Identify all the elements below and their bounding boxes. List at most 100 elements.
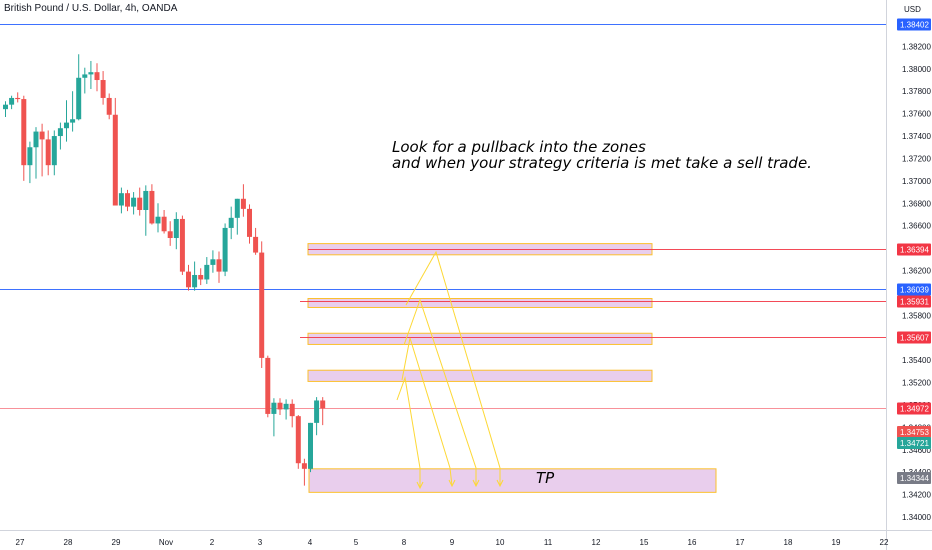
x-tick-label: 11 xyxy=(544,538,553,547)
y-tick-label: 1.35400 xyxy=(902,356,931,365)
candle-body xyxy=(228,217,234,228)
x-tick-label: 19 xyxy=(832,538,841,547)
candle xyxy=(82,67,88,94)
zones xyxy=(307,243,717,493)
candle xyxy=(118,187,124,214)
price-badge xyxy=(897,472,931,484)
x-tick-label: 10 xyxy=(496,538,505,547)
candle xyxy=(100,71,106,105)
candle-body xyxy=(155,216,161,224)
candle xyxy=(21,95,27,181)
candle-body xyxy=(118,193,124,206)
arrow-drawings xyxy=(396,250,504,490)
candle xyxy=(198,268,204,286)
x-tick-label: 16 xyxy=(688,538,697,547)
arrow-path xyxy=(401,337,453,487)
price-badge-label: 1.34972 xyxy=(900,405,929,414)
candle-body xyxy=(9,97,15,105)
candle xyxy=(3,101,8,117)
arrow-head xyxy=(448,479,456,488)
y-tick-label: 1.36800 xyxy=(902,199,931,208)
candle-body xyxy=(70,119,76,123)
candle-body xyxy=(112,114,118,206)
candle-body xyxy=(33,131,39,148)
candle-body xyxy=(204,264,210,280)
candle-body xyxy=(277,402,283,410)
y-tick-label: 1.37000 xyxy=(902,177,931,186)
candle-body xyxy=(51,136,57,166)
x-tick-label: 27 xyxy=(16,538,25,547)
candles xyxy=(3,54,326,486)
candle-body xyxy=(186,271,191,288)
candle xyxy=(283,399,289,420)
candle-body xyxy=(27,147,33,166)
candle-body xyxy=(94,72,100,81)
candle xyxy=(51,130,57,176)
candle xyxy=(131,192,137,215)
x-tick-label: 12 xyxy=(592,538,601,547)
candle xyxy=(149,184,155,225)
candle xyxy=(301,458,307,486)
price-badge-label: 1.36394 xyxy=(900,246,929,255)
candle-body xyxy=(64,122,69,129)
zone-rect xyxy=(308,468,717,493)
y-tick-label: 1.35800 xyxy=(902,311,931,320)
x-tick-label: 5 xyxy=(354,538,359,547)
x-tick-label: 18 xyxy=(784,538,793,547)
price-badge xyxy=(897,295,931,308)
candle xyxy=(64,100,69,142)
y-tick-label: 1.34600 xyxy=(902,446,931,455)
zone-rect xyxy=(307,332,653,345)
x-tick-label: 9 xyxy=(450,538,455,547)
candle xyxy=(295,415,301,469)
candle-body xyxy=(301,463,307,469)
candle-body xyxy=(198,274,204,280)
candle xyxy=(210,250,216,273)
candle xyxy=(240,184,246,217)
candle xyxy=(247,204,252,244)
arrow-path xyxy=(405,250,501,486)
zone-rect xyxy=(307,298,653,308)
price-badge xyxy=(897,402,931,415)
candle-body xyxy=(240,198,246,209)
x-tick-label: Nov xyxy=(159,538,173,547)
candle xyxy=(155,203,161,233)
price-badges: 1.38402 1.36394 1.36039 1.35931 1.35607 1.349… xyxy=(897,18,931,484)
currency-label: USD xyxy=(904,5,921,14)
y-tick-label: 1.35200 xyxy=(902,379,931,388)
price-badge xyxy=(897,18,931,31)
candle-body xyxy=(137,197,143,210)
y-tick-label: 1.38000 xyxy=(902,65,931,74)
candle xyxy=(106,93,112,120)
candle xyxy=(15,92,21,103)
candle-body xyxy=(82,74,88,78)
x-tick-label: 28 xyxy=(64,538,73,547)
x-tick-label: 4 xyxy=(308,538,313,547)
candle-body xyxy=(15,97,21,100)
candle-body xyxy=(253,236,259,253)
candle xyxy=(308,422,313,473)
candle xyxy=(39,123,45,177)
price-badge-label: 1.34721 xyxy=(900,439,929,448)
candle-body xyxy=(222,227,228,272)
candle xyxy=(289,399,295,428)
candle-body xyxy=(320,400,326,409)
price-badge-label: 1.35931 xyxy=(900,298,929,307)
candle-body xyxy=(265,357,271,414)
price-badge xyxy=(897,243,931,256)
candle-body xyxy=(271,402,277,414)
candle xyxy=(179,215,185,275)
candle xyxy=(259,241,265,368)
y-tick-label: 1.37600 xyxy=(902,110,931,119)
candle-body xyxy=(216,259,222,272)
y-tick-label: 1.34200 xyxy=(902,491,931,500)
candle xyxy=(9,95,15,110)
candle-body xyxy=(173,218,179,239)
candle-body xyxy=(3,104,8,110)
price-badge xyxy=(897,331,931,344)
candle-body xyxy=(210,259,216,265)
y-tick-label: 1.34000 xyxy=(902,513,931,522)
annotation-line-1: Look for a pullback into the zones xyxy=(392,138,646,156)
y-tick-label: 1.36600 xyxy=(902,222,931,231)
